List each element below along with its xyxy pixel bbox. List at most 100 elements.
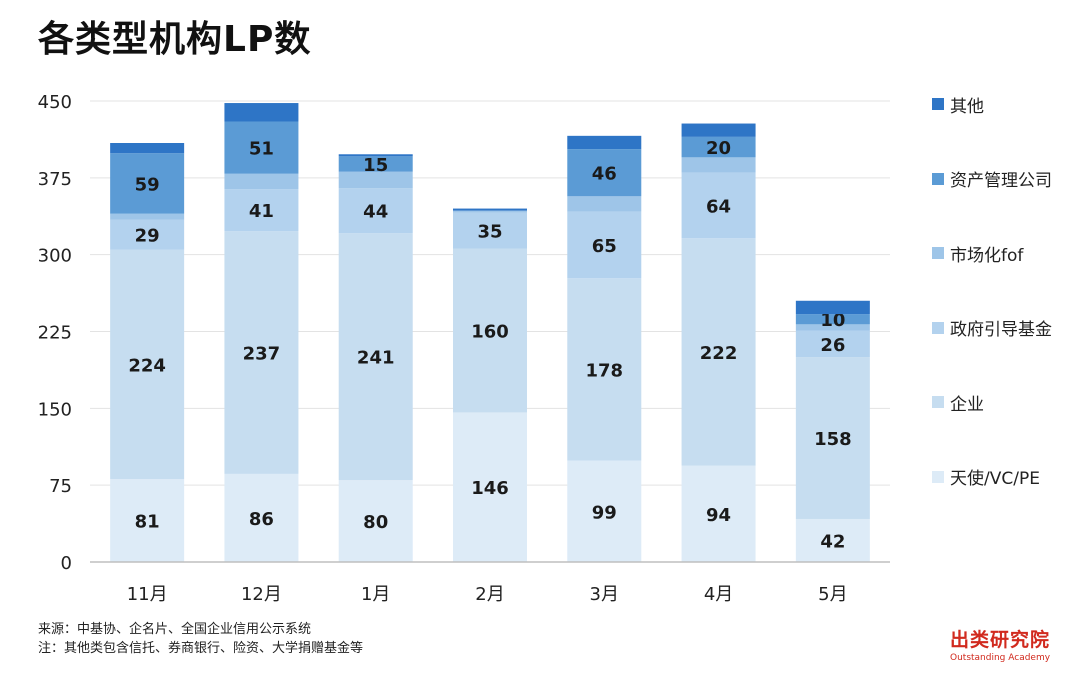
data-label: 41 [249, 201, 274, 222]
data-label: 29 [135, 226, 160, 247]
bar-segment [681, 136, 756, 158]
bar-segment [453, 248, 527, 413]
y-tick-label: 225 [38, 323, 72, 344]
data-label: 59 [135, 174, 160, 195]
bar-segment [110, 219, 185, 250]
legend-item: 企业 [932, 390, 984, 415]
chart-title: 各类型机构LP数 [38, 19, 312, 60]
bar-segment [795, 330, 870, 358]
legend-item: 天使/VC/PE [932, 465, 1040, 489]
y-tick-label: 300 [38, 246, 72, 267]
data-label: 26 [820, 335, 845, 356]
data-label: 44 [363, 202, 388, 223]
data-label: 10 [820, 310, 845, 331]
y-tick-label: 450 [38, 92, 72, 113]
bar-segment [338, 188, 413, 234]
bar-segment [338, 233, 413, 481]
legend-swatch [932, 470, 944, 483]
bar-segment [224, 473, 299, 562]
data-label: 158 [814, 429, 852, 450]
bar-segment [224, 231, 299, 474]
data-label: 160 [471, 321, 509, 342]
legend-swatch [932, 321, 944, 334]
source-note: 来源：中基协、企名片、全国企业信用公示系统 [38, 622, 312, 637]
data-label: 65 [592, 236, 617, 257]
data-label: 20 [706, 138, 731, 159]
bar-segment [338, 480, 413, 562]
data-label: 42 [820, 531, 845, 552]
data-label: 81 [135, 512, 160, 533]
bar-segment [110, 249, 185, 480]
legend-label: 市场化fof [950, 245, 1024, 266]
bar-segment [110, 143, 185, 154]
bar-segment [795, 518, 870, 562]
bar-segment [567, 211, 642, 279]
data-label: 64 [706, 196, 731, 217]
bar-segment [567, 196, 642, 212]
x-tick-label: 12月 [241, 584, 282, 605]
bar-segment [224, 103, 299, 122]
legend-item: 政府引导基金 [932, 316, 1052, 340]
data-label: 35 [477, 222, 502, 243]
bar-segment [795, 324, 870, 331]
bar-segment [567, 149, 642, 197]
data-label: 241 [357, 348, 395, 369]
bar-segment [795, 300, 870, 315]
legend-label: 资产管理公司 [950, 171, 1052, 191]
x-tick-label: 5月 [818, 584, 847, 605]
logo-text-en: Outstanding Academy [950, 653, 1051, 663]
x-tick-label: 1月 [361, 584, 390, 605]
data-label: 146 [471, 478, 509, 499]
bar-segment [338, 156, 413, 172]
bar-segment [224, 189, 299, 232]
bar-segment [681, 238, 756, 466]
y-tick-label: 75 [49, 476, 72, 497]
legend-swatch [932, 247, 944, 259]
data-label: 222 [700, 343, 738, 364]
bar-segment [338, 171, 413, 189]
data-label: 51 [249, 139, 274, 160]
y-tick-label: 0 [61, 553, 72, 574]
x-tick-label: 3月 [590, 584, 619, 605]
legend-swatch [932, 396, 944, 408]
bar-segment [224, 173, 299, 190]
bar-segment [453, 212, 527, 249]
data-label: 80 [363, 512, 388, 533]
legend-label: 天使/VC/PE [950, 469, 1040, 489]
data-label: 237 [243, 344, 281, 365]
bar-segment [681, 123, 756, 137]
bar-segment [681, 465, 756, 562]
other-note: 注：其他类包含信托、券商银行、险资、大学捐赠基金等 [38, 641, 364, 656]
legend-swatch [932, 172, 944, 185]
bar-segment [567, 278, 642, 461]
bar-segment [681, 157, 756, 173]
bar-segment [224, 121, 299, 174]
data-label: 224 [128, 355, 166, 376]
bar-segment [453, 412, 527, 562]
legend-item: 资产管理公司 [932, 167, 1052, 191]
x-tick-label: 2月 [475, 584, 504, 605]
bar-segment [567, 460, 642, 562]
bar-segment [110, 479, 185, 562]
legend-label: 企业 [950, 394, 984, 415]
data-label: 46 [592, 164, 617, 185]
bar-segment [110, 153, 185, 214]
data-label: 86 [249, 509, 274, 530]
legend-swatch [932, 98, 944, 110]
x-tick-label: 4月 [704, 584, 733, 605]
legend-label: 其他 [950, 96, 984, 117]
bar-segment [110, 213, 185, 220]
legend-label: 政府引导基金 [950, 320, 1052, 340]
y-tick-label: 150 [38, 399, 72, 420]
bar-segment [453, 208, 527, 211]
bar-segment [681, 172, 756, 239]
bar-segment [453, 210, 527, 213]
bar-segment [567, 135, 642, 150]
legend-item: 其他 [932, 92, 984, 117]
y-tick-label: 375 [38, 169, 72, 190]
footnotes: 来源：中基协、企名片、全国企业信用公示系统 注：其他类包含信托、券商银行、险资、… [38, 620, 363, 658]
x-tick-label: 11月 [127, 584, 168, 605]
data-label: 178 [585, 360, 623, 381]
bar-segment [795, 357, 870, 519]
